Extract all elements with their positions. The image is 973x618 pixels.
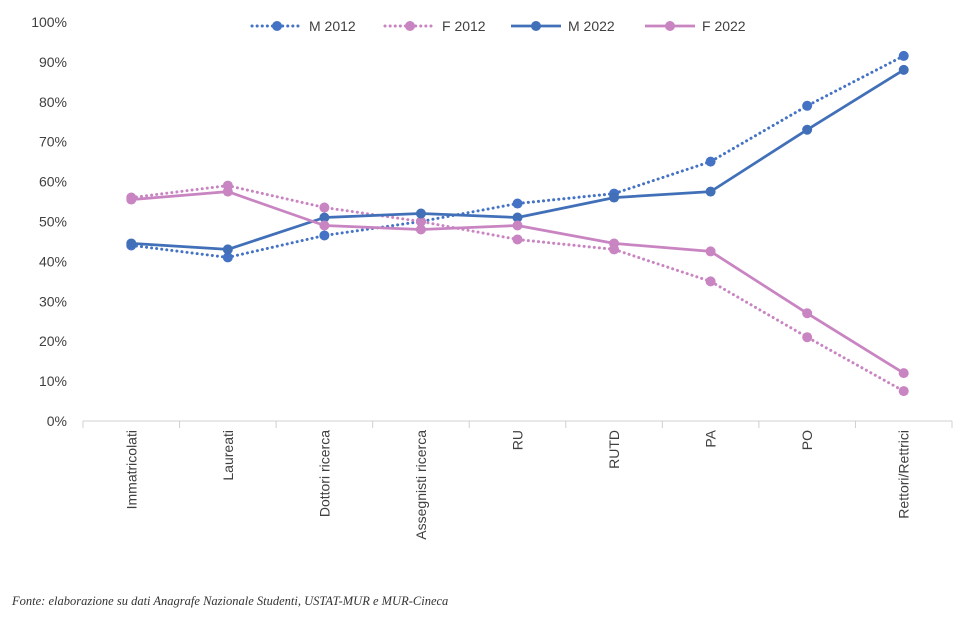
x-axis: Immatricolati Laureati Dottori ricerca Asse… xyxy=(82,420,953,540)
data-point xyxy=(415,224,426,235)
data-point xyxy=(319,202,330,213)
legend-item: F 2022 xyxy=(645,18,746,34)
y-tick-label: 10% xyxy=(39,373,67,389)
data-point xyxy=(512,198,523,209)
x-tick-label: Rettori/Rettrici xyxy=(896,430,912,519)
y-tick-label: 50% xyxy=(39,214,67,230)
data-point xyxy=(609,192,620,203)
series-m-2012 xyxy=(126,50,909,263)
data-point xyxy=(898,64,909,75)
x-tick-label: PA xyxy=(703,429,719,447)
legend-marker xyxy=(272,21,282,31)
data-point xyxy=(126,238,137,249)
data-point xyxy=(898,50,909,61)
data-point xyxy=(802,100,813,111)
data-point xyxy=(802,124,813,135)
legend-item: M 2012 xyxy=(250,18,356,34)
data-point xyxy=(319,230,330,241)
legend-item: F 2012 xyxy=(383,18,486,34)
data-point xyxy=(705,276,716,287)
x-tick-label: Dottori ricerca xyxy=(316,430,332,517)
legend-marker xyxy=(531,21,541,31)
data-point xyxy=(705,156,716,167)
plot-area xyxy=(126,50,909,397)
x-tick-label: RU xyxy=(510,430,526,450)
x-tick-label: Assegnisti ricerca xyxy=(413,430,429,540)
y-axis: 0% 10% 20% 30% 40% 50% 60% 70% 80% 90% 100% xyxy=(31,14,67,429)
data-point xyxy=(802,332,813,343)
y-tick-label: 100% xyxy=(31,14,67,30)
legend-marker xyxy=(665,21,675,31)
x-tick-label: RUTD xyxy=(606,430,622,469)
data-point xyxy=(415,216,426,227)
y-tick-label: 90% xyxy=(39,54,67,70)
legend-label: F 2012 xyxy=(442,18,486,34)
y-tick-label: 0% xyxy=(47,413,67,429)
y-tick-label: 80% xyxy=(39,94,67,110)
data-point xyxy=(512,234,523,245)
data-point xyxy=(898,368,909,379)
y-tick-label: 70% xyxy=(39,134,67,150)
data-point xyxy=(222,252,233,263)
x-tick-label: PO xyxy=(799,430,815,450)
series-m-2022 xyxy=(126,64,909,255)
x-tick-label: Immatricolati xyxy=(123,430,139,509)
data-point xyxy=(415,208,426,219)
data-point xyxy=(319,220,330,231)
data-point xyxy=(222,186,233,197)
chart-legend: M 2012 F 2012 M 2022 F 2022 xyxy=(250,18,746,34)
data-point xyxy=(705,186,716,197)
data-point xyxy=(802,308,813,319)
legend-label: M 2022 xyxy=(568,18,615,34)
data-point xyxy=(512,220,523,231)
line-chart: M 2012 F 2012 M 2022 F 2022 0% 10% 20% 30% 40% 5… xyxy=(31,14,953,540)
data-point xyxy=(512,212,523,223)
data-point xyxy=(705,246,716,257)
legend-label: M 2012 xyxy=(309,18,356,34)
legend-marker xyxy=(405,21,415,31)
data-point xyxy=(126,194,137,205)
data-point xyxy=(319,212,330,223)
data-point xyxy=(609,238,620,249)
legend-item: M 2022 xyxy=(511,18,615,34)
y-tick-label: 20% xyxy=(39,333,67,349)
y-tick-label: 30% xyxy=(39,293,67,309)
legend-label: F 2022 xyxy=(702,18,746,34)
source-note: Fonte: elaborazione su dati Anagrafe Naz… xyxy=(12,594,449,608)
y-tick-label: 40% xyxy=(39,253,67,269)
data-point xyxy=(898,386,909,397)
x-tick-label: Laureati xyxy=(220,430,236,481)
data-point xyxy=(222,244,233,255)
y-tick-label: 60% xyxy=(39,174,67,190)
series-f-2022 xyxy=(126,186,909,379)
